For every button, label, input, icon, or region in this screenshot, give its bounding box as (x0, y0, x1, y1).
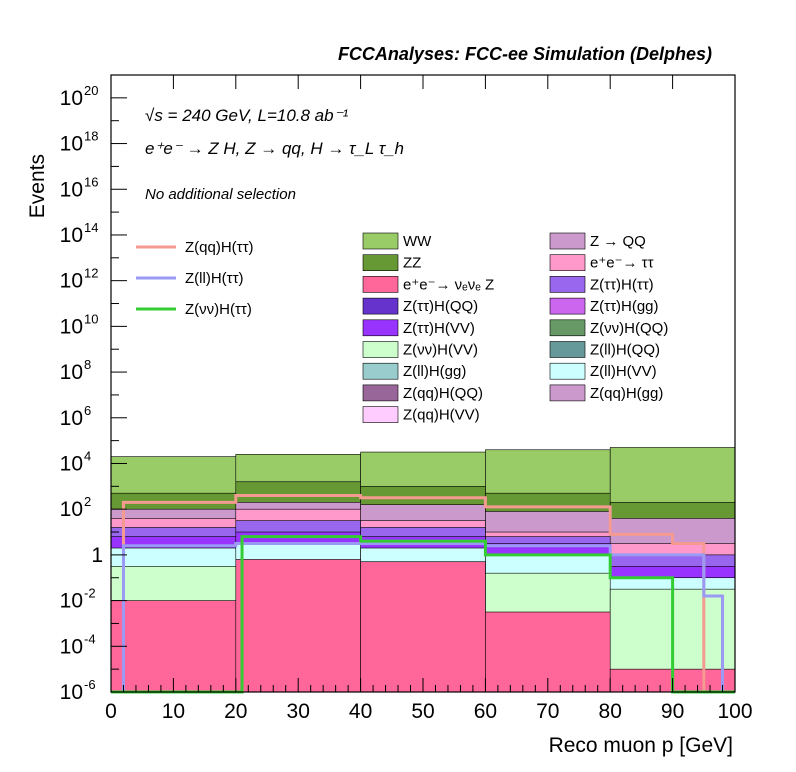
legend-swatch-ww (362, 232, 399, 250)
y-tick-exponent: -4 (84, 631, 96, 646)
legend-swatch-z-ll-h-qq (549, 341, 586, 358)
y-tick-exponent: -6 (84, 677, 96, 692)
x-tick-label: 30 (287, 700, 310, 723)
legend-label-z-h: Z(νν)H(ττ) (185, 301, 252, 318)
legend-label-z-h-vv: Z(ττ)H(VV) (403, 320, 475, 337)
legend-label-z-qq-h-gg: Z(qq)H(gg) (590, 385, 663, 402)
legend-swatch-z-ll-h-vv (549, 362, 586, 380)
legend-swatch-z-h-vv (362, 341, 399, 358)
legend-swatch-e-e-z (362, 276, 399, 293)
x-tick-label: 100 (717, 700, 752, 723)
legend-swatch-z-h-qq (362, 297, 399, 315)
y-tick-exponent: 14 (84, 220, 98, 235)
legend-label-z-h-qq: Z(νν)H(QQ) (590, 320, 668, 337)
x-tick-label: 50 (411, 700, 434, 723)
legend-label-z-h-vv: Z(νν)H(VV) (403, 342, 478, 359)
y-tick-label: 10 (60, 315, 83, 338)
y-tick-exponent: 8 (84, 357, 91, 372)
y-tick-label: 10 (60, 270, 83, 293)
y-tick-label: 10 (60, 133, 83, 156)
legend-swatch-z-qq-h-vv (362, 406, 399, 423)
y-axis-label: Events (26, 154, 49, 218)
legend-swatch-e-e (549, 254, 586, 271)
legend-label-zz: ZZ (403, 255, 421, 272)
x-tick-label: 70 (536, 700, 559, 723)
legend-label-e-e-z: e⁺e⁻→ νₑνₑ Z (403, 276, 494, 293)
process-annotation: e⁺e⁻ → Z H, Z → qq, H → τ_L τ_h (145, 139, 404, 158)
y-tick-label: 10 (60, 681, 83, 704)
legend-label-z-qq: Z → QQ (590, 233, 646, 250)
x-tick-label: 40 (349, 700, 372, 723)
legend-swatch-z-qq-h-qq (362, 384, 399, 402)
x-tick-label: 0 (105, 700, 117, 723)
y-tick-label: 10 (60, 87, 83, 110)
legend-label-z-ll-h: Z(ll)H(ττ) (185, 270, 244, 287)
y-tick-label: 10 (60, 178, 83, 201)
y-tick-exponent: 12 (84, 266, 98, 281)
y-tick-label: 10 (60, 224, 83, 247)
y-tick-exponent: 20 (84, 83, 98, 98)
y-tick-label: 10 (60, 498, 83, 521)
legend-label-z-ll-h-gg: Z(ll)H(gg) (403, 363, 466, 380)
legend-label-z-h-qq: Z(ττ)H(QQ) (403, 298, 478, 315)
legend-label-ww: WW (403, 233, 432, 250)
annotations: √s = 240 GeV, L=10.8 ab⁻¹ e⁺e⁻ → Z H, Z … (145, 106, 404, 203)
y-tick-label: 10 (60, 361, 83, 384)
bar-e-e-z-bin-0 (110, 600, 237, 693)
y-tick-label: 10 (60, 407, 83, 430)
x-tick-label: 90 (661, 700, 684, 723)
y-tick-label: 10 (60, 590, 83, 613)
chart-title: FCCAnalyses: FCC-ee Simulation (Delphes) (338, 44, 712, 64)
legend-swatch-z-h-qq (549, 319, 586, 337)
x-tick-label: 20 (224, 700, 247, 723)
legend-swatch-z-qq (549, 232, 586, 250)
y-tick-label: 10 (60, 635, 83, 658)
selection-annotation: No additional selection (145, 186, 296, 203)
x-tick-label: 60 (474, 700, 497, 723)
y-tick-exponent: 16 (84, 174, 98, 189)
legend-label-z-ll-h-qq: Z(ll)H(QQ) (590, 342, 660, 359)
bar-e-e-z-bin-1 (235, 559, 361, 693)
stacked-histogram (110, 447, 736, 693)
y-tick-exponent: 4 (84, 448, 91, 463)
y-tick-label: 1 (91, 544, 103, 567)
y-tick-label: 10 (60, 452, 83, 475)
legend-label-z-h-gg: Z(ττ)H(gg) (590, 298, 659, 315)
y-tick-exponent: 2 (84, 494, 91, 509)
legend-swatch-zz (362, 254, 399, 271)
y-tick-exponent: 10 (84, 311, 98, 326)
legend-swatch-z-ll-h-gg (362, 362, 399, 380)
energy-annotation: √s = 240 GeV, L=10.8 ab⁻¹ (145, 106, 349, 125)
legend-label-z-qq-h-qq: Z(qq)H(QQ) (403, 385, 483, 402)
x-tick-label: 80 (599, 700, 622, 723)
signal-line-z-qq-h (111, 493, 735, 694)
y-tick-exponent: 18 (84, 129, 98, 144)
legend-label-z-ll-h-vv: Z(ll)H(VV) (590, 363, 657, 380)
legend-swatch-z-qq-h-gg (549, 384, 586, 402)
legend-label-z-h: Z(ττ)H(ττ) (590, 276, 654, 293)
legend-label-z-qq-h: Z(qq)H(ττ) (185, 239, 254, 256)
y-tick-exponent: -2 (84, 586, 96, 601)
y-tick-exponent: 6 (84, 403, 91, 418)
x-axis-label: Reco muon p [GeV] (549, 734, 733, 757)
legend-swatch-z-h (549, 276, 586, 293)
x-tick-label: 10 (162, 700, 185, 723)
legend-swatch-z-h-gg (549, 297, 586, 315)
legend-label-z-qq-h-vv: Z(qq)H(VV) (403, 407, 480, 424)
legend-label-e-e: e⁺e⁻→ ττ (590, 255, 654, 272)
legend-swatch-z-h-vv (362, 319, 399, 337)
legend: Z(qq)H(ττ) Z(ll)H(ττ) Z(νν)H(ττ) WW Z → QQ ZZ… (136, 232, 668, 424)
bar-e-e-z-bin-2 (360, 561, 486, 693)
